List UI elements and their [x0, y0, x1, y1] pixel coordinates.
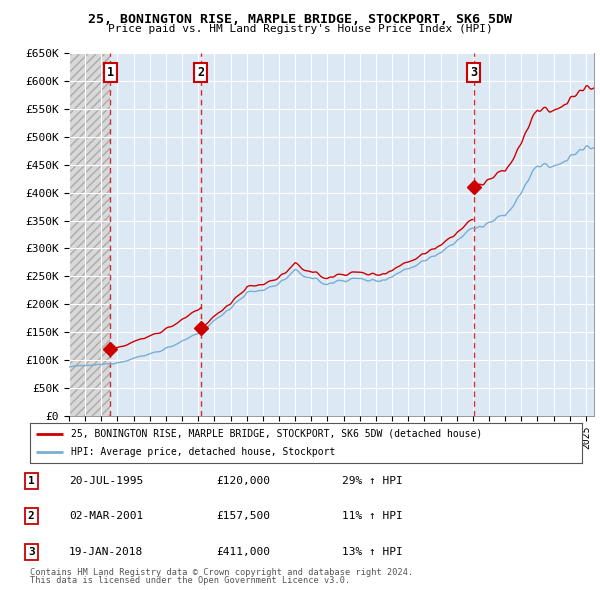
Text: 2: 2 — [197, 66, 205, 79]
Bar — [69, 53, 110, 416]
Text: 3: 3 — [28, 547, 35, 556]
Text: This data is licensed under the Open Government Licence v3.0.: This data is licensed under the Open Gov… — [30, 576, 350, 585]
Text: Price paid vs. HM Land Registry's House Price Index (HPI): Price paid vs. HM Land Registry's House … — [107, 24, 493, 34]
Text: £157,500: £157,500 — [216, 512, 270, 521]
Text: 29% ↑ HPI: 29% ↑ HPI — [342, 476, 403, 486]
Text: 1: 1 — [28, 476, 35, 486]
Text: 19-JAN-2018: 19-JAN-2018 — [69, 547, 143, 556]
Text: Contains HM Land Registry data © Crown copyright and database right 2024.: Contains HM Land Registry data © Crown c… — [30, 568, 413, 577]
Text: 1: 1 — [107, 66, 114, 79]
Text: 25, BONINGTON RISE, MARPLE BRIDGE, STOCKPORT, SK6 5DW (detached house): 25, BONINGTON RISE, MARPLE BRIDGE, STOCK… — [71, 429, 482, 439]
Text: 3: 3 — [470, 66, 477, 79]
Text: 02-MAR-2001: 02-MAR-2001 — [69, 512, 143, 521]
Text: 2: 2 — [28, 512, 35, 521]
Text: 13% ↑ HPI: 13% ↑ HPI — [342, 547, 403, 556]
Text: 25, BONINGTON RISE, MARPLE BRIDGE, STOCKPORT, SK6 5DW: 25, BONINGTON RISE, MARPLE BRIDGE, STOCK… — [88, 13, 512, 26]
Text: £411,000: £411,000 — [216, 547, 270, 556]
Text: HPI: Average price, detached house, Stockport: HPI: Average price, detached house, Stoc… — [71, 447, 336, 457]
Text: £120,000: £120,000 — [216, 476, 270, 486]
Text: 20-JUL-1995: 20-JUL-1995 — [69, 476, 143, 486]
Text: 11% ↑ HPI: 11% ↑ HPI — [342, 512, 403, 521]
